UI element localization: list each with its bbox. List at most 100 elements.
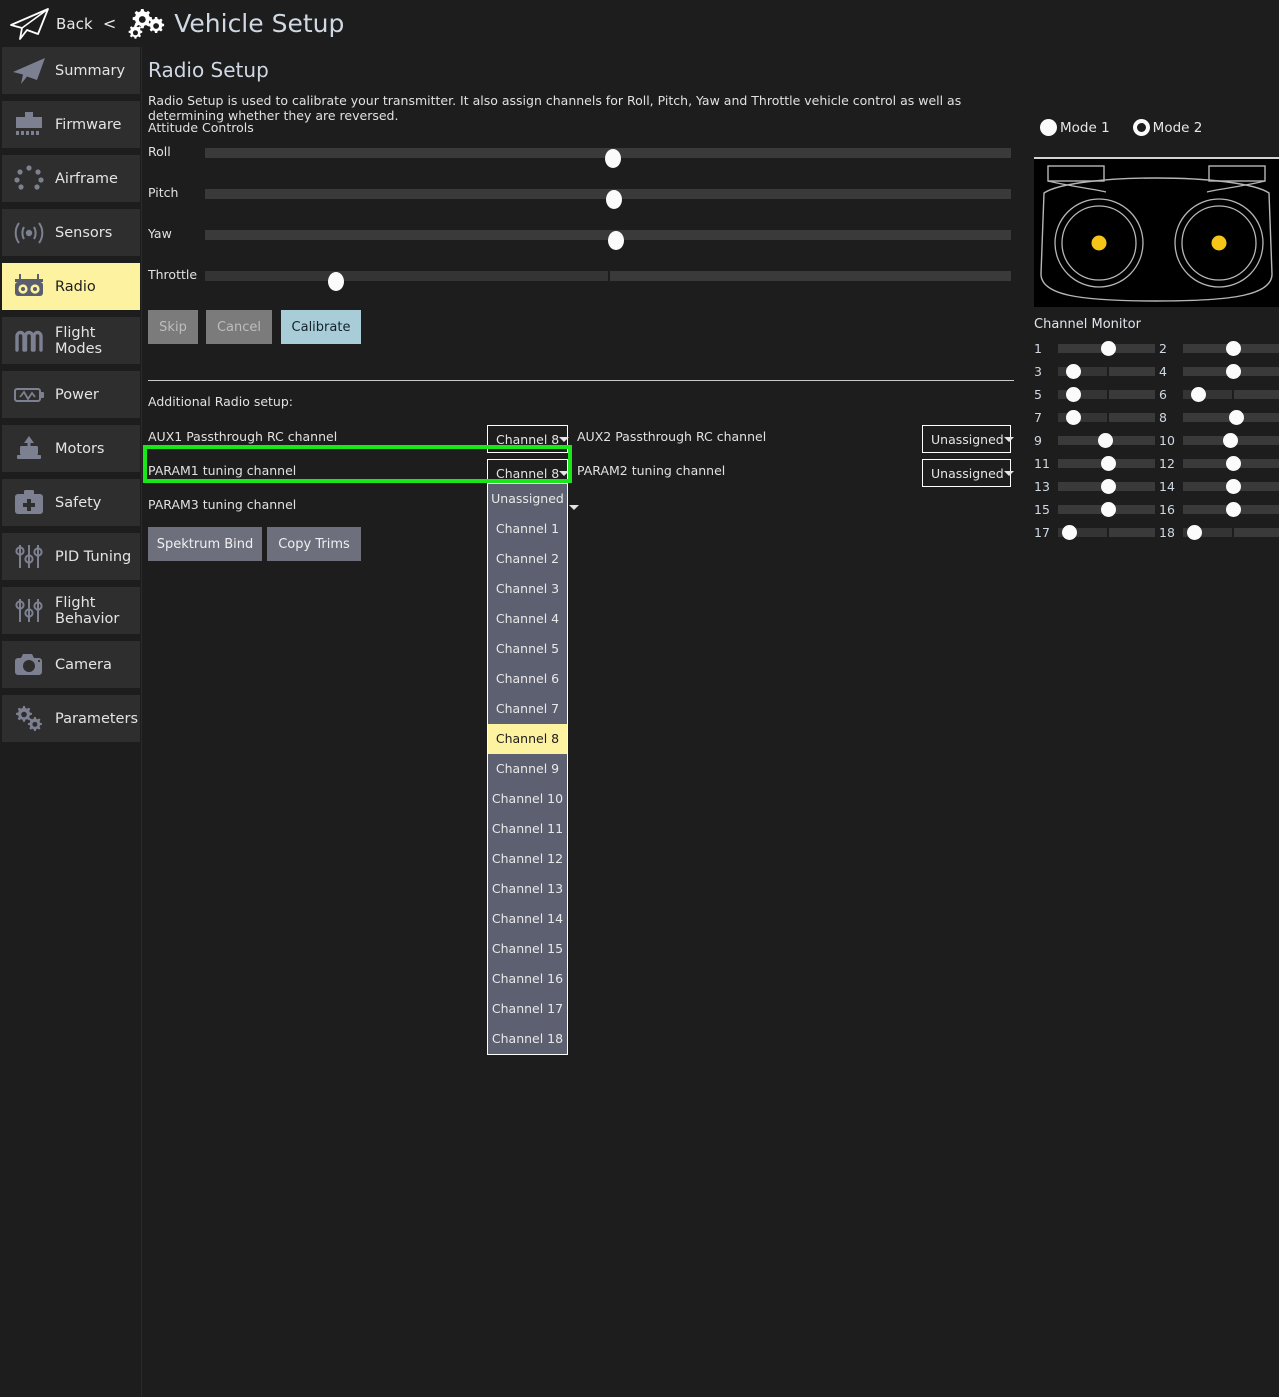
attitude-slider-track[interactable] (205, 189, 1011, 209)
channel-monitor-knob (1187, 525, 1203, 540)
sidebar-item-label: Motors (55, 440, 105, 457)
dropdown-option[interactable]: Channel 5 (495, 641, 560, 656)
back-chevron-icon[interactable]: < (102, 14, 117, 33)
attitude-slider-knob[interactable] (606, 190, 623, 209)
section-description: Radio Setup is used to calibrate your tr… (148, 93, 962, 123)
channel-monitor-row: 13 (1034, 478, 1156, 496)
channel-number-label: 11 (1034, 456, 1050, 471)
dropdown-option[interactable]: Channel 9 (495, 761, 560, 776)
calibrate-button[interactable]: Calibrate (281, 310, 361, 344)
channel-monitor-row: 2 (1159, 340, 1279, 358)
dropdown-option[interactable]: Channel 6 (495, 671, 560, 686)
dropdown-option[interactable]: Channel 12 (491, 851, 564, 866)
channel-select-right[interactable]: Unassigned (922, 459, 1014, 487)
sidebar-item-flight-modes[interactable]: Flight Modes (2, 317, 140, 364)
paper-plane-icon[interactable] (8, 7, 50, 41)
attitude-slider-knob[interactable] (604, 149, 621, 168)
channel-select-value: Channel 8 (496, 465, 560, 481)
sidebar-item-label: Flight Modes (55, 324, 103, 357)
attitude-slider-knob[interactable] (327, 272, 344, 291)
channel-number-label: 5 (1034, 387, 1042, 402)
sidebar-item-airframe[interactable]: Airframe (2, 155, 140, 202)
sidebar-item-radio[interactable]: Radio (2, 263, 140, 310)
channel-number-label: 16 (1159, 502, 1175, 517)
sidebar-item-sensors[interactable]: Sensors (2, 209, 140, 256)
gears-icon (6, 701, 52, 737)
channel-number-label: 6 (1159, 387, 1167, 402)
download-chip-icon (6, 107, 52, 143)
dropdown-option[interactable]: Channel 10 (491, 791, 564, 806)
channel-monitor-knob (1225, 456, 1241, 471)
channel-number-label: 8 (1159, 410, 1167, 425)
attitude-slider-row-roll: Roll (142, 142, 1022, 168)
channel-monitor-track (1058, 341, 1155, 356)
attitude-slider-knob[interactable] (608, 231, 625, 250)
channel-monitor-track (1183, 410, 1279, 425)
back-label[interactable]: Back (56, 14, 93, 33)
sidebar-item-summary[interactable]: Summary (2, 47, 140, 94)
attitude-slider-track[interactable] (205, 271, 1011, 291)
dropdown-option[interactable]: Channel 7 (495, 701, 560, 716)
sidebar-item-power[interactable]: Power (2, 371, 140, 418)
sidebar-item-firmware[interactable]: Firmware (2, 101, 140, 148)
sidebar-item-label: Airframe (55, 170, 118, 187)
dropdown-option[interactable]: Channel 11 (491, 821, 564, 836)
channel-number-label: 9 (1034, 433, 1042, 448)
paper-plane-icon (6, 53, 52, 89)
channel-monitor-track (1183, 387, 1279, 402)
sidebar-item-parameters[interactable]: Parameters (2, 695, 140, 742)
radio-button-icon[interactable] (1132, 119, 1150, 136)
dropdown-option[interactable]: Channel 18 (491, 1031, 564, 1046)
dropdown-option[interactable]: Channel 8 (488, 724, 567, 754)
attitude-slider-track[interactable] (205, 230, 1011, 250)
top-bar: Back < Vehicle Setup (0, 0, 1279, 47)
channel-select-right[interactable]: Unassigned (922, 425, 1014, 453)
channel-monitor-row: 6 (1159, 386, 1279, 404)
sidebar-item-camera[interactable]: Camera (2, 641, 140, 688)
sidebar-item-pid-tuning[interactable]: PID Tuning (2, 533, 140, 580)
radio-icon (6, 269, 52, 305)
sidebar-item-safety[interactable]: Safety (2, 479, 140, 526)
dropdown-option[interactable]: Channel 14 (491, 911, 564, 926)
attitude-slider-track[interactable] (205, 148, 1011, 168)
channel-monitor-row: 4 (1159, 363, 1279, 381)
radio-button-icon[interactable] (1040, 119, 1057, 136)
copy-trims-button[interactable]: Copy Trims (267, 527, 361, 561)
channel-monitor-track (1183, 341, 1279, 356)
channel-monitor-knob (1100, 456, 1116, 471)
dropdown-option[interactable]: Unassigned (491, 491, 564, 506)
dropdown-option[interactable]: Channel 3 (495, 581, 560, 596)
channel-number-label: 4 (1159, 364, 1167, 379)
dropdown-option[interactable]: Channel 2 (495, 551, 560, 566)
channel-monitor-track (1058, 456, 1155, 471)
chevron-down-icon (568, 504, 579, 510)
sidebar-item-flight-behavior[interactable]: Flight Behavior (2, 587, 140, 634)
channel-monitor-knob (1066, 410, 1082, 425)
channel-select-left[interactable]: Channel 8 (487, 425, 570, 453)
dropdown-option[interactable]: Channel 15 (491, 941, 564, 956)
dropdown-option[interactable]: Channel 17 (491, 1001, 564, 1016)
dropdown-option[interactable]: Channel 4 (495, 611, 560, 626)
channel-number-label: 1 (1034, 341, 1042, 356)
channel-dropdown-menu[interactable]: Unassigned Channel 1 Channel 2 Channel 3 Cha… (487, 483, 568, 1055)
sidebar-item-motors[interactable]: Motors (2, 425, 140, 472)
channel-number-label: 7 (1034, 410, 1042, 425)
channel-monitor-row: 1 (1034, 340, 1156, 358)
dropdown-option[interactable]: Channel 1 (495, 521, 560, 536)
skip-button[interactable]: Skip (148, 310, 198, 344)
dropdown-option[interactable]: Channel 13 (491, 881, 564, 896)
radio-setup-row: PARAM1 tuning channel Channel 8 PARAM2 tun… (142, 454, 1022, 488)
channel-monitor-row: 9 (1034, 432, 1156, 450)
channel-monitor-row: 16 (1159, 501, 1279, 519)
sliders-icon (6, 539, 52, 575)
attitude-slider-label: Throttle (148, 267, 198, 282)
attitude-slider-label: Yaw (148, 226, 172, 241)
chevron-down-icon (559, 470, 570, 476)
dropdown-option[interactable]: Channel 16 (491, 971, 564, 986)
mode-radio-2[interactable]: Mode 2 (1132, 119, 1202, 136)
cancel-button[interactable]: Cancel (206, 310, 272, 344)
spektrum-bind-button[interactable]: Spektrum Bind (148, 527, 262, 561)
channel-monitor-knob (1191, 387, 1207, 402)
channel-monitor-track (1058, 525, 1155, 540)
mode-radio-1[interactable]: Mode 1 (1040, 119, 1110, 136)
